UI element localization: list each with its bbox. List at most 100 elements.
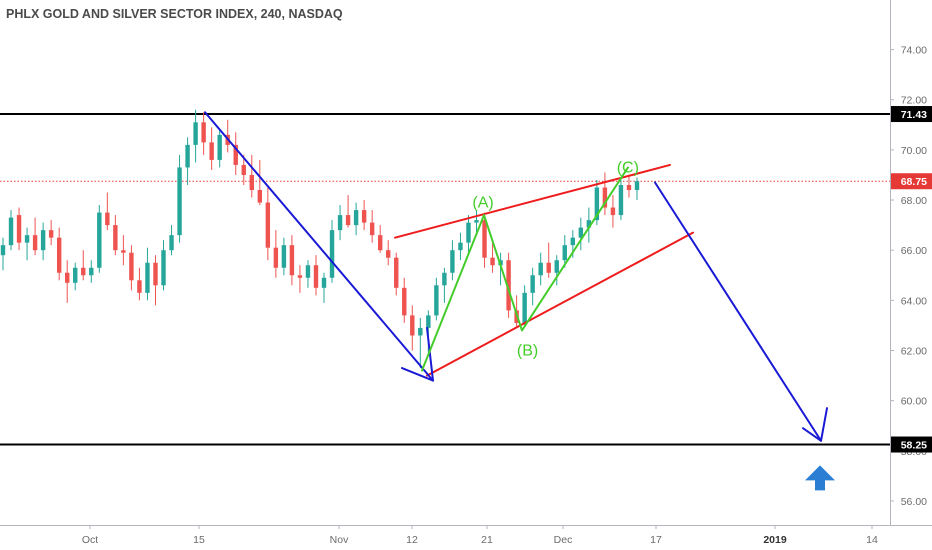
- candle-body: [546, 262, 551, 273]
- candle-body: [570, 237, 576, 246]
- x-tick-label: 21: [481, 534, 493, 546]
- candle-body: [474, 220, 479, 223]
- candle-body: [81, 267, 86, 276]
- candle-body: [273, 247, 279, 268]
- candle-body: [97, 212, 102, 268]
- candle-body: [233, 144, 238, 165]
- candle-body: [353, 210, 359, 226]
- impulse-down-line[interactable]: [204, 111, 434, 382]
- candle-body: [345, 215, 351, 226]
- candle-body: [217, 134, 222, 160]
- candle-body: [48, 230, 54, 238]
- x-tick-label: 17: [650, 534, 662, 546]
- candle-body: [434, 285, 439, 316]
- candle-body: [153, 262, 158, 286]
- candle-body: [394, 257, 399, 288]
- x-tick-label: Nov: [330, 534, 349, 546]
- candle-body: [554, 260, 559, 273]
- candle-body: [618, 184, 624, 216]
- candle-body: [24, 235, 30, 243]
- channel-upper-line[interactable]: [394, 163, 671, 239]
- candle-body: [386, 250, 391, 258]
- candle-body: [105, 212, 110, 226]
- candle-body: [530, 275, 535, 293]
- x-tick-label: 15: [193, 534, 205, 546]
- candle-body: [193, 122, 198, 145]
- y-tick-label: 74.00: [901, 45, 927, 57]
- candle-body: [257, 190, 263, 203]
- x-tick-label: 12: [406, 534, 418, 546]
- candle-body: [113, 225, 118, 251]
- candle-body: [450, 250, 455, 273]
- price-tag: [891, 436, 932, 453]
- candle-body: [241, 164, 246, 175]
- candle-body: [265, 202, 271, 248]
- candle-body: [169, 235, 174, 251]
- horizontal-levels-layer: [0, 113, 890, 446]
- candle-body: [361, 210, 367, 223]
- candle-body: [16, 215, 22, 243]
- projection-down-line[interactable]: [654, 181, 822, 442]
- candle-body: [177, 167, 182, 236]
- candle-body: [329, 230, 335, 278]
- candle-body: [410, 315, 415, 336]
- x-tick-label: Dec: [554, 534, 573, 546]
- candle-body: [562, 245, 567, 261]
- x-tick-label: Oct: [82, 534, 98, 546]
- candle-body: [538, 262, 543, 276]
- candle-body: [185, 144, 190, 168]
- candle-body: [209, 142, 214, 160]
- candle-body: [321, 277, 327, 288]
- candle-body: [56, 237, 62, 273]
- candle-body: [337, 215, 343, 231]
- candle-body: [40, 230, 46, 251]
- y-tick-label: 72.00: [901, 95, 927, 107]
- price-tag-label: 58.25: [901, 440, 927, 452]
- candle-body: [32, 235, 38, 251]
- impulse-arrow-head[interactable]: [401, 326, 434, 382]
- channel-lower-line[interactable]: [426, 231, 694, 377]
- candle-body: [626, 184, 632, 191]
- candle-body: [377, 235, 383, 251]
- candles-layer: [0, 109, 640, 369]
- candle-body: [482, 220, 487, 258]
- price-tag-label: 71.43: [901, 109, 927, 121]
- candle-body: [89, 267, 94, 276]
- price-tag-label: 68.75: [901, 176, 927, 188]
- candle-body: [8, 217, 14, 246]
- candle-body: [289, 245, 295, 276]
- y-tick-label: 70.00: [901, 145, 927, 157]
- x-tick-label: 2019: [763, 534, 787, 546]
- candle-body: [201, 122, 206, 143]
- candle-body: [161, 250, 166, 286]
- y-tick-label: 60.00: [901, 396, 927, 408]
- candle-body: [281, 245, 287, 268]
- candle-body: [129, 252, 134, 281]
- abc-wave-line[interactable]: [421, 166, 629, 372]
- y-tick-label: 64.00: [901, 295, 927, 307]
- chart-title: PHLX GOLD AND SILVER SECTOR INDEX, 240, …: [6, 7, 343, 21]
- candle-body: [594, 187, 600, 221]
- candle-body: [578, 227, 584, 238]
- projection-arrow-head[interactable]: [802, 407, 828, 442]
- candle-body: [610, 207, 616, 216]
- candle-body: [137, 280, 142, 293]
- y-tick-label: 56.00: [901, 496, 927, 508]
- candle-body: [305, 265, 311, 278]
- up-arrow-icon: [805, 465, 835, 491]
- wave-label: (A): [472, 195, 493, 212]
- drawings-layer: (A) (B) (C): [204, 111, 835, 491]
- wave-label: (B): [517, 343, 538, 360]
- candle-body: [369, 222, 375, 236]
- candle-body: [0, 245, 6, 256]
- candle-body: [522, 292, 527, 323]
- candle-body: [634, 181, 640, 191]
- candle-body: [506, 260, 511, 311]
- candle-body: [426, 315, 431, 328]
- y-tick-label: 62.00: [901, 345, 927, 357]
- candle-body: [602, 187, 608, 208]
- candle-body: [490, 257, 495, 266]
